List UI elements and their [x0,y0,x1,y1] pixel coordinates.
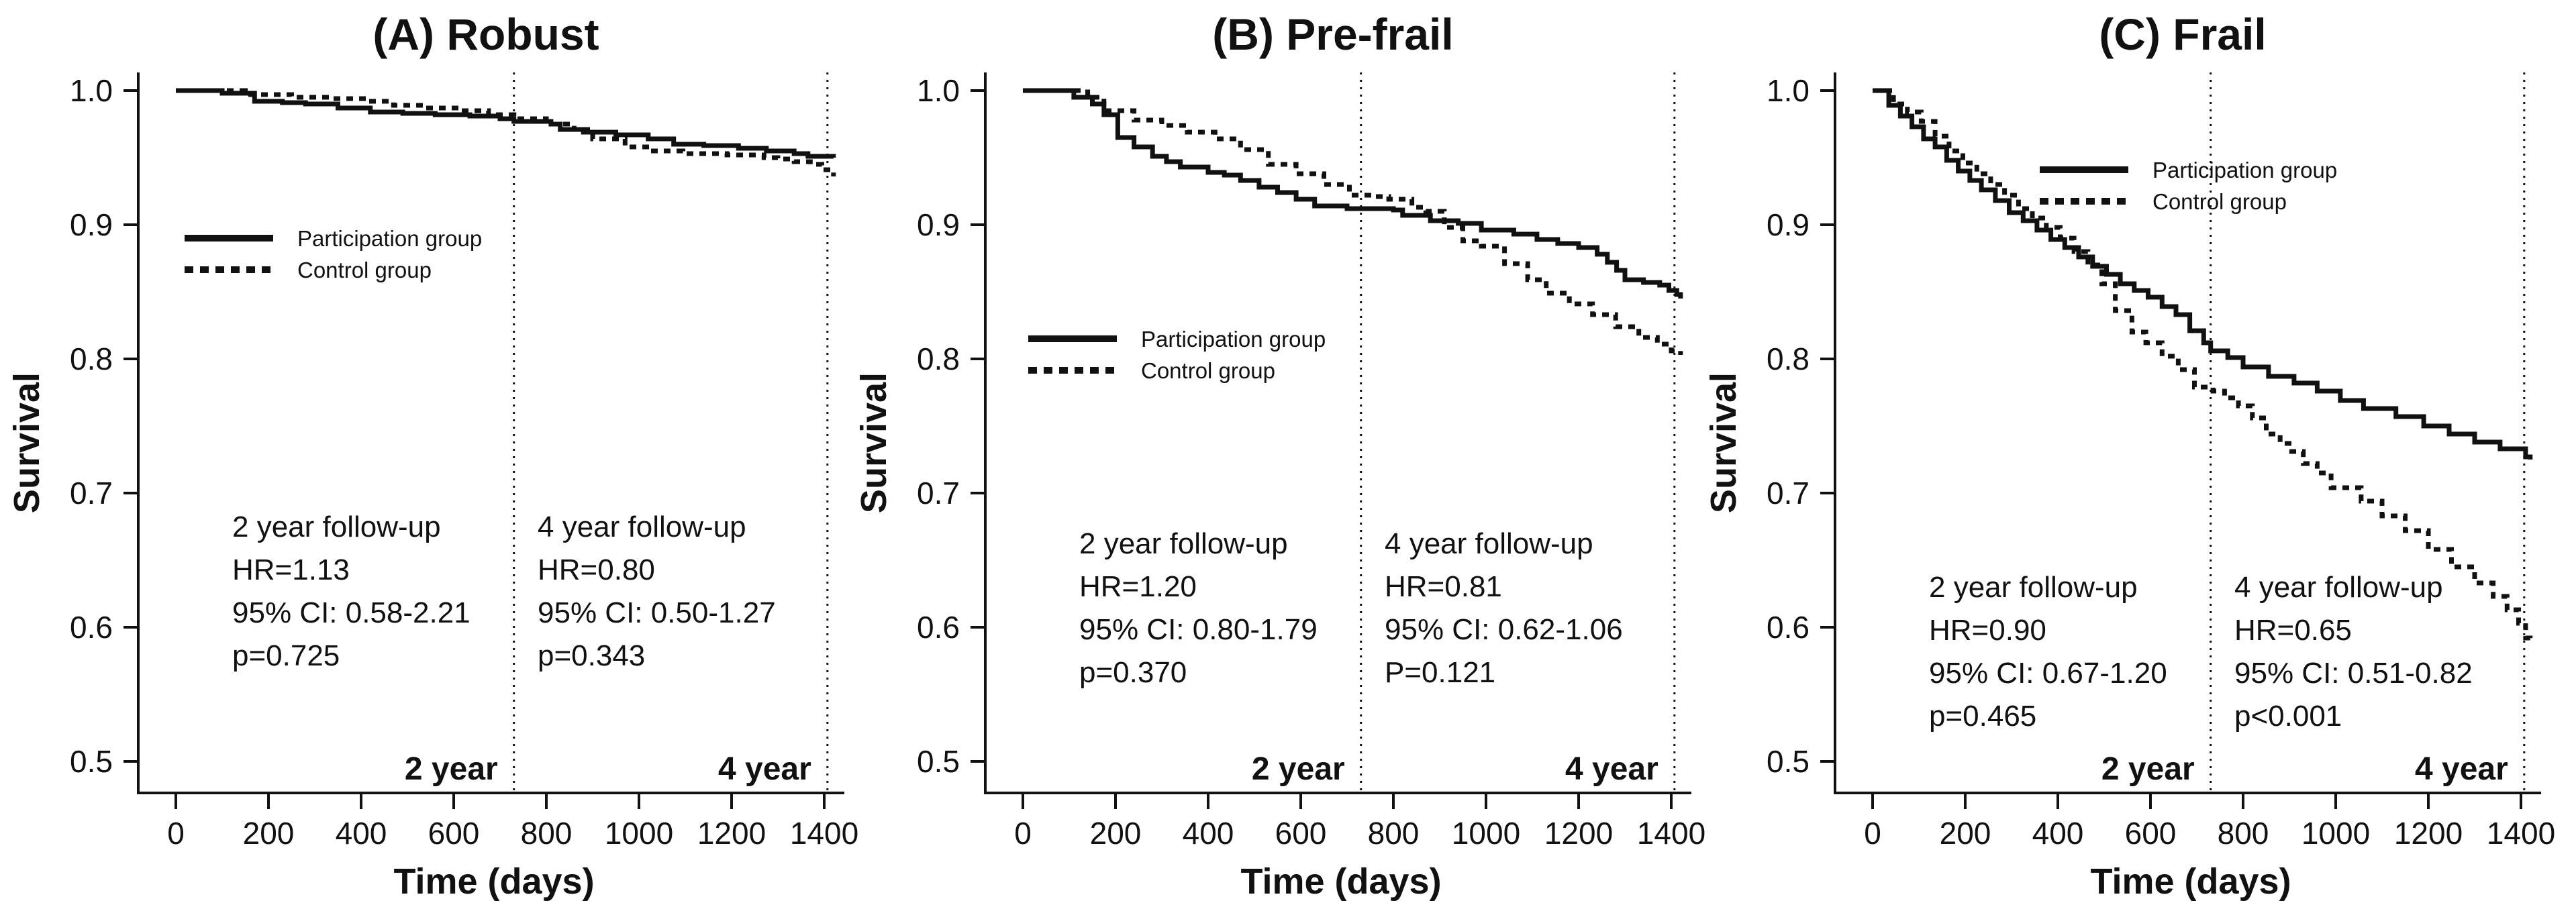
y-tick-label: 0.5 [70,744,113,779]
legend-label: Control group [2152,189,2287,214]
y-tick-label: 0.5 [1767,744,1810,779]
x-tick-label: 800 [1368,816,1420,851]
time-axis-label: Time (days) [2090,861,2291,902]
y-tick-label: 0.6 [70,610,113,645]
panel-frail: (C) Frail 2 year 4 year 1.0 0.9 0.8 0.7 0.6 0.5 0… [1701,0,2560,906]
legend: Participation group Control group [185,226,482,282]
annotation-4yr-followup: 4 year follow-up HR=0.80 95% CI: 0.50-1.27… [538,511,776,672]
survival-axis-label: Survival [854,372,894,513]
y-tick-label: 1.0 [70,73,113,108]
legend-label: Participation group [297,226,482,251]
y-tick-label: 0.7 [1767,476,1810,511]
participation-curve [1023,88,1683,299]
time-axis-label: Time (days) [1240,861,1441,902]
y-tick-label: 0.7 [917,476,960,511]
y-tick-label: 0.7 [70,476,113,511]
x-tick-label: 1000 [605,816,673,851]
x-tick-label: 400 [336,816,387,851]
panel-robust: (A) Robust 2 year 4 year 1.0 0.9 0.8 0.7 0.6 0.5… [4,0,863,906]
x-tick-label: 0 [1014,816,1032,851]
x-tick-label: 800 [2218,816,2269,851]
x-tick-label: 600 [428,816,480,851]
time-axis-label: Time (days) [393,861,594,902]
panel-title: (A) Robust [373,9,599,59]
panel-title: (C) Frail [2099,9,2266,59]
annotation-4yr-followup: 4 year follow-up HR=0.81 95% CI: 0.62-1.06… [1385,527,1623,689]
x-tick-label: 0 [167,816,185,851]
x-tick-label: 1400 [1637,816,1705,851]
x-tick-label: 0 [1864,816,1881,851]
x-tick-label: 1200 [2394,816,2463,851]
control-curve [1873,88,2533,643]
y-tick-label: 1.0 [917,73,960,108]
annotation-2yr-followup: 2 year follow-up HR=1.20 95% CI: 0.80-1.79… [1079,527,1318,689]
x-tick-label: 1400 [2487,816,2555,851]
four-year-label: 4 year [2415,751,2508,787]
participation-curve [176,88,836,159]
x-tick-label: 800 [521,816,573,851]
y-tick-label: 0.8 [1767,341,1810,376]
two-year-label: 2 year [1252,751,1345,787]
y-tick-label: 0.9 [917,207,960,242]
x-tick-label: 400 [2032,816,2084,851]
legend-label: Control group [1141,358,1275,383]
two-year-label: 2 year [2101,751,2195,787]
annotation-4yr-followup: 4 year follow-up HR=0.65 95% CI: 0.51-0.82… [2234,571,2473,733]
legend-label: Participation group [1141,327,1326,352]
y-tick-label: 0.5 [917,744,960,779]
survival-chart-svg: (B) Pre-frail 2 year 4 year 1.0 0.9 0.8 0.7 0.6… [854,9,1705,902]
y-tick-label: 1.0 [1767,73,1810,108]
survival-axis-label: Survival [1703,372,1744,513]
panel-title: (B) Pre-frail [1212,9,1453,59]
x-tick-label: 600 [1275,816,1327,851]
participation-curve [1873,88,2533,460]
x-tick-label: 1200 [1544,816,1613,851]
survival-chart-svg: (A) Robust 2 year 4 year 1.0 0.9 0.8 0.7 0.6 0.5… [7,9,858,902]
four-year-label: 4 year [1565,751,1658,787]
x-tick-label: 1000 [1452,816,1520,851]
legend-label: Control group [297,258,432,282]
y-tick-label: 0.8 [70,341,113,376]
legend: Participation group Control group [1028,327,1326,383]
x-tick-label: 600 [2125,816,2177,851]
control-curve [1023,88,1683,355]
x-tick-label: 400 [1183,816,1234,851]
x-tick-label: 200 [1940,816,1991,851]
survival-chart-svg: (C) Frail 2 year 4 year 1.0 0.9 0.8 0.7 0.6 0.5 0… [1703,9,2555,902]
x-tick-label: 1000 [2301,816,2370,851]
legend: Participation group Control group [2040,158,2337,214]
x-tick-label: 1400 [790,816,858,851]
survival-axis-label: Survival [7,372,47,513]
panel-prefrail: (B) Pre-frail 2 year 4 year 1.0 0.9 0.8 0.7 0.6… [851,0,1710,906]
y-tick-label: 0.6 [917,610,960,645]
two-year-label: 2 year [405,751,498,787]
annotation-2yr-followup: 2 year follow-up HR=1.13 95% CI: 0.58-2.21… [232,511,470,672]
y-tick-label: 0.8 [917,341,960,376]
legend-label: Participation group [2152,158,2337,182]
four-year-label: 4 year [718,751,811,787]
control-curve [176,88,836,176]
x-tick-label: 1200 [697,816,766,851]
annotation-2yr-followup: 2 year follow-up HR=0.90 95% CI: 0.67-1.20… [1929,571,2167,733]
x-tick-label: 200 [243,816,295,851]
y-tick-label: 0.6 [1767,610,1810,645]
y-tick-label: 0.9 [70,207,113,242]
y-tick-label: 0.9 [1767,207,1810,242]
x-tick-label: 200 [1090,816,1142,851]
